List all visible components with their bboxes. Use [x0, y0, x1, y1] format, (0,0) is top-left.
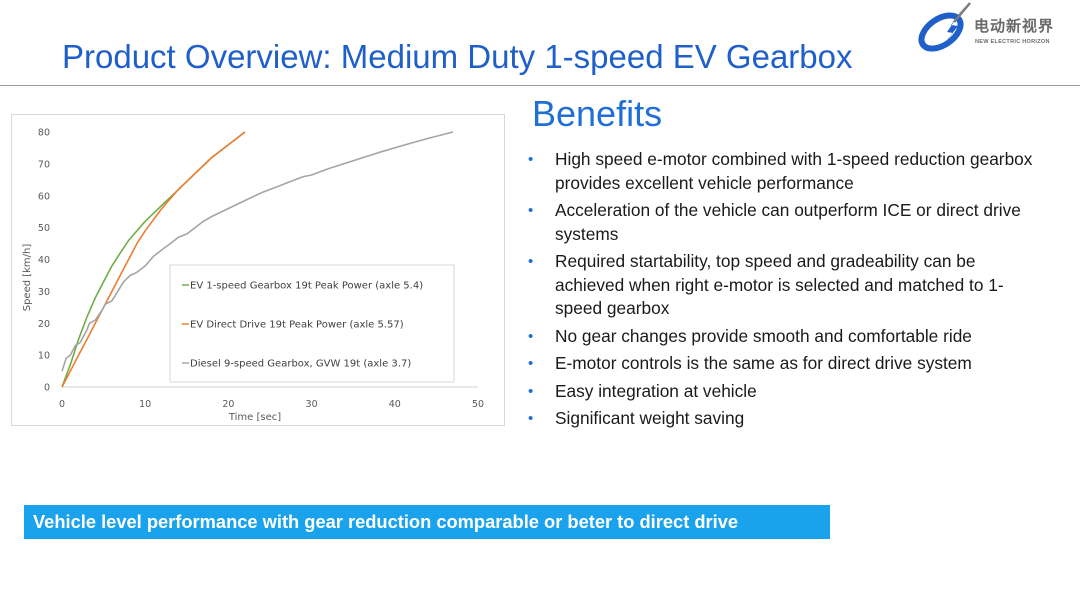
title-divider [0, 85, 1080, 86]
benefit-item: • Easy integration at vehicle [528, 380, 1048, 404]
x-tick-label: 40 [389, 399, 401, 410]
series-line-3 [61, 131, 454, 372]
bullet-icon: • [528, 355, 534, 372]
bullet-icon: • [528, 253, 534, 270]
x-tick-label: 0 [59, 399, 65, 410]
benefit-text: E-motor controls is the same as for dire… [555, 353, 972, 373]
benefit-item: • Significant weight saving [528, 407, 1048, 431]
x-tick-label: 50 [472, 399, 484, 410]
benefit-text: Acceleration of the vehicle can outperfo… [555, 200, 1021, 244]
x-tick-label: 30 [306, 399, 318, 410]
chart-legend [169, 264, 455, 383]
benefit-text: Easy integration at vehicle [555, 380, 757, 401]
x-axis-title: Time [sec] [228, 412, 281, 423]
logo-text-en: NEW ELECTRIC HORIZON [975, 39, 1050, 45]
speed-chart-svg: 0 10 20 30 40 50 60 70 80 0 10 20 30 40 50 Time [sec] Sp… [22, 128, 484, 424]
benefits-list: • High speed e-motor combined with 1-spee… [528, 148, 1048, 435]
y-tick-label: 0 [44, 383, 50, 394]
benefit-text: High speed e-motor combined with 1-speed… [555, 149, 1033, 193]
legend-label: Diesel 9-speed Gearbox, GVW 19t (axle 3.… [190, 359, 411, 370]
benefits-heading: Benefits [532, 93, 663, 134]
benefit-text: Significant weight saving [555, 408, 745, 428]
legend-label: EV 1-speed Gearbox 19t Peak Power (axle … [190, 281, 423, 292]
y-axis-title: Speed [km/h] [22, 244, 33, 312]
benefit-text: No gear changes provide smooth and comfo… [555, 325, 972, 346]
series-line-2 [61, 131, 246, 388]
bullet-icon: • [528, 202, 534, 219]
benefit-text: Required startability, top speed and gra… [555, 251, 1004, 318]
slide-title: Product Overview: Medium Duty 1-speed EV… [62, 38, 853, 75]
y-tick-label: 10 [38, 351, 50, 362]
x-tick-label: 10 [139, 399, 151, 410]
summary-banner: Vehicle level performance with gear redu… [24, 505, 830, 539]
y-tick-label: 60 [38, 191, 50, 202]
legend-label: EV Direct Drive 19t Peak Power (axle 5.5… [190, 320, 404, 331]
lightning-swirl-logo-icon [918, 2, 971, 52]
y-tick-label: 40 [38, 255, 50, 266]
benefit-item: • No gear changes provide smooth and comf… [528, 325, 1048, 349]
logo-text-cn: 电动新视界 [974, 17, 1055, 35]
speed-chart: 0 10 20 30 40 50 60 70 80 0 10 20 30 40 50 Time [sec] Sp… [11, 114, 505, 426]
y-tick-label: 20 [38, 319, 50, 330]
y-tick-label: 30 [38, 287, 50, 298]
bullet-icon: • [528, 327, 534, 345]
benefit-item: • Acceleration of the vehicle can outperf… [528, 199, 1048, 246]
y-tick-label: 50 [38, 223, 50, 234]
y-tick-label: 70 [38, 159, 50, 170]
y-tick-label: 80 [38, 128, 50, 139]
benefit-item: • E-motor controls is the same as for dir… [528, 352, 1048, 376]
bullet-icon: • [528, 382, 534, 400]
benefit-item: • Required startability, top speed and gr… [528, 250, 1048, 321]
brand-logo: 电动新视界 NEW ELECTRIC HORIZON [914, 2, 1080, 54]
benefit-item: • High speed e-motor combined with 1-spee… [528, 148, 1048, 195]
bullet-icon: • [528, 151, 534, 168]
bullet-icon: • [528, 410, 534, 427]
x-tick-label: 20 [222, 399, 234, 410]
